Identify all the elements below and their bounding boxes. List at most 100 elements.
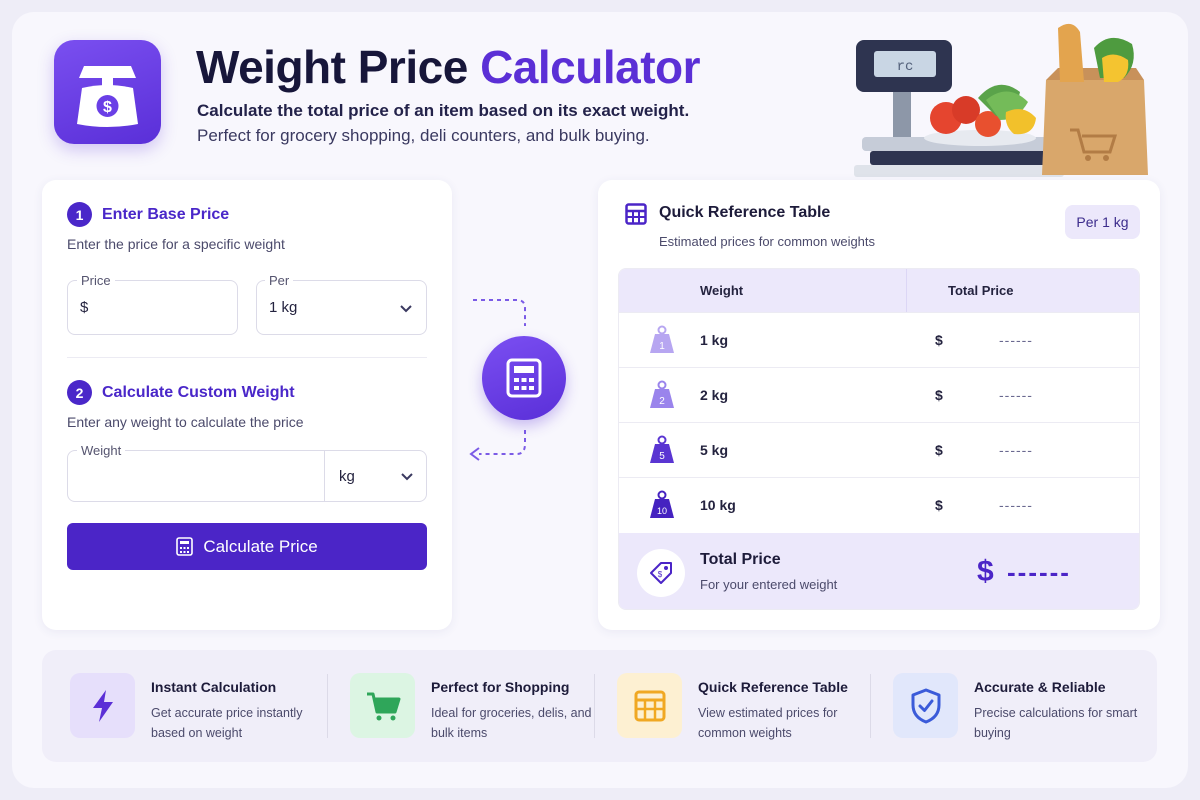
step-2-description: Enter any weight to calculate the price bbox=[67, 414, 304, 430]
per-unit-value: 1 kg bbox=[269, 299, 298, 316]
feature-icon-box bbox=[617, 673, 682, 738]
weight-unit-value: kg bbox=[339, 467, 355, 485]
feature-icon-box bbox=[350, 673, 415, 738]
step-1-title: Enter Base Price bbox=[102, 205, 230, 223]
scale-readout: rc bbox=[897, 59, 914, 75]
step-2-heading: 2 Calculate Custom Weight bbox=[67, 380, 295, 405]
arrow-left-icon bbox=[469, 447, 480, 461]
calculator-card: 1 Enter Base Price Enter the price for a… bbox=[42, 180, 452, 630]
price-floating-label: Price bbox=[77, 273, 115, 288]
calculator-hub bbox=[482, 336, 566, 420]
per-label: Per bbox=[265, 273, 294, 288]
calculate-button-label: Calculate Price bbox=[203, 536, 318, 556]
row-price: ------ bbox=[999, 332, 1033, 348]
feature-item: Instant Calculation Get accurate price i… bbox=[70, 650, 330, 762]
weight-input-group: kg bbox=[67, 450, 427, 502]
row-weight: 10 kg bbox=[700, 497, 736, 513]
reference-title: Quick Reference Table bbox=[659, 204, 831, 221]
feature-description: Precise calculations for smart buying bbox=[974, 706, 1138, 740]
chevron-down-icon bbox=[401, 473, 413, 481]
feature-item: Perfect for Shopping Ideal for groceries… bbox=[350, 650, 610, 762]
step-2-badge: 2 bbox=[67, 380, 92, 405]
svg-text:5: 5 bbox=[659, 451, 665, 462]
table-header: Weight Total Price bbox=[619, 269, 1139, 312]
row-price: ------ bbox=[999, 442, 1033, 458]
features-strip: Instant Calculation Get accurate price i… bbox=[42, 650, 1157, 762]
cart-icon bbox=[1070, 128, 1118, 154]
title-accent: Calculator bbox=[480, 41, 701, 93]
weight-icon: 5 bbox=[650, 435, 674, 463]
reference-table: Weight Total Price 1 1 kg $ ------ 2 2 k… bbox=[618, 268, 1140, 610]
chevron-down-icon bbox=[400, 304, 412, 312]
shopping-cart-icon bbox=[366, 692, 400, 720]
page-title: Weight Price Calculator bbox=[196, 40, 701, 94]
total-price-currency: $ bbox=[977, 555, 994, 588]
feature-title: Quick Reference Table bbox=[698, 679, 848, 695]
app-logo: $ bbox=[54, 40, 161, 144]
price-tag-icon: $ bbox=[650, 562, 672, 584]
row-weight: 1 kg bbox=[700, 332, 729, 348]
lightning-icon bbox=[92, 689, 113, 722]
subtitle-line-1: Calculate the total price of an item bas… bbox=[197, 101, 690, 120]
svg-text:2: 2 bbox=[659, 396, 665, 407]
row-currency: $ bbox=[935, 332, 943, 348]
weight-unit-select[interactable]: kg bbox=[325, 451, 427, 501]
total-price-value: ------ bbox=[1007, 557, 1071, 587]
step-2-title: Calculate Custom Weight bbox=[102, 383, 295, 401]
feature-icon-box bbox=[893, 673, 958, 738]
table-row: 10 10 kg $ ------ bbox=[619, 477, 1139, 532]
feature-item: Accurate & Reliable Precise calculations… bbox=[893, 650, 1143, 762]
row-currency: $ bbox=[935, 497, 943, 513]
calculator-icon bbox=[506, 358, 542, 398]
feature-description: Ideal for groceries, delis, and bulk ite… bbox=[431, 706, 592, 740]
table-row: 2 2 kg $ ------ bbox=[619, 367, 1139, 422]
per-unit-badge: Per 1 kg bbox=[1065, 205, 1140, 239]
total-price-subtitle: For your entered weight bbox=[700, 577, 838, 592]
svg-text:$: $ bbox=[658, 570, 663, 579]
table-icon bbox=[625, 203, 647, 225]
feature-title: Perfect for Shopping bbox=[431, 679, 570, 695]
price-input-value: $ bbox=[80, 299, 89, 316]
row-weight: 2 kg bbox=[700, 387, 729, 403]
table-row: 5 5 kg $ ------ bbox=[619, 422, 1139, 477]
scale-dollar-icon: $ bbox=[77, 66, 138, 127]
weight-input[interactable] bbox=[68, 451, 324, 501]
table-icon bbox=[634, 690, 665, 721]
svg-text:$: $ bbox=[103, 99, 112, 116]
svg-text:10: 10 bbox=[657, 506, 667, 516]
weight-label: Weight bbox=[77, 443, 126, 458]
table-row: 1 1 kg $ ------ bbox=[619, 312, 1139, 367]
price-tag-badge: $ bbox=[637, 549, 685, 597]
hero-illustration: rc bbox=[854, 23, 1148, 177]
step-1-heading: 1 Enter Base Price bbox=[67, 202, 229, 227]
section-divider bbox=[67, 357, 427, 358]
svg-text:1: 1 bbox=[659, 341, 665, 352]
feature-description: View estimated prices for common weights bbox=[698, 706, 838, 740]
column-header-total-price: Total Price bbox=[948, 283, 1014, 298]
per-unit-select[interactable]: 1 kg bbox=[256, 280, 427, 335]
calculator-icon bbox=[176, 537, 194, 556]
feature-title: Instant Calculation bbox=[151, 679, 277, 695]
flow-connector bbox=[469, 299, 526, 461]
total-price-row: $ Total Price For your entered weight $ … bbox=[619, 533, 1139, 609]
weight-icon: 1 bbox=[650, 325, 674, 353]
grocery-bag-icon bbox=[1042, 80, 1148, 175]
title-main: Weight Price bbox=[196, 41, 468, 93]
reference-card: Quick Reference Table Estimated prices f… bbox=[598, 180, 1160, 630]
feature-description: Get accurate price instantly based on we… bbox=[151, 706, 303, 740]
row-price: ------ bbox=[999, 387, 1033, 403]
weight-icon: 10 bbox=[650, 490, 674, 518]
step-1-badge: 1 bbox=[67, 202, 92, 227]
subtitle-line-2: Perfect for grocery shopping, deli count… bbox=[197, 126, 650, 145]
row-weight: 5 kg bbox=[700, 442, 729, 458]
scale-screen bbox=[874, 51, 936, 77]
step-1-description: Enter the price for a specific weight bbox=[67, 236, 285, 252]
price-input[interactable]: $ bbox=[67, 280, 238, 335]
total-price-label: Total Price bbox=[700, 551, 781, 568]
feature-title: Accurate & Reliable bbox=[974, 679, 1106, 695]
calculate-price-button[interactable]: Calculate Price bbox=[67, 523, 427, 570]
bread-icon bbox=[1058, 23, 1084, 82]
feature-icon-box bbox=[70, 673, 135, 738]
reference-subtitle: Estimated prices for common weights bbox=[659, 234, 876, 249]
row-price: ------ bbox=[999, 497, 1033, 513]
